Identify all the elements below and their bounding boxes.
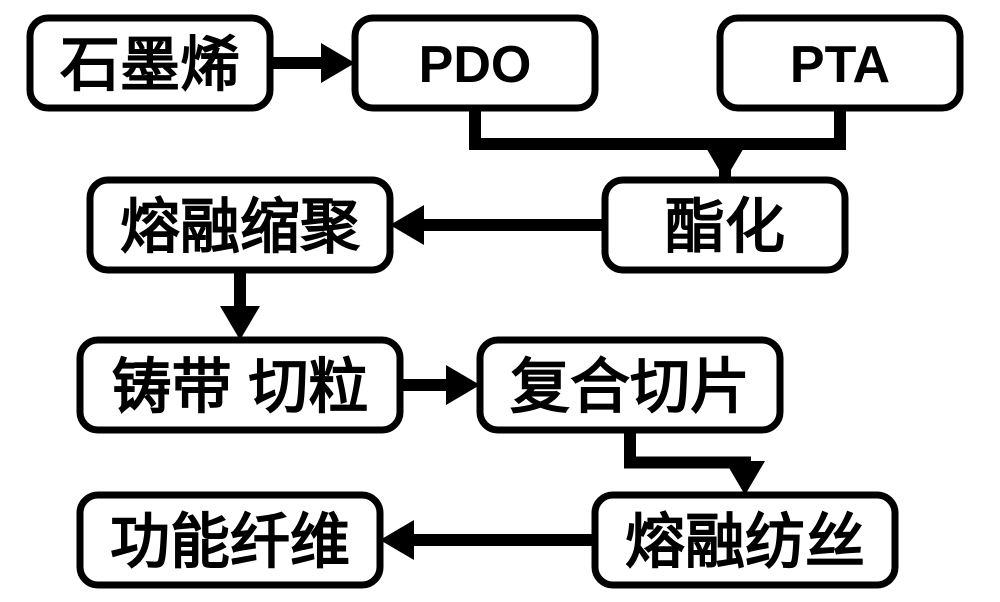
node-label: PTA	[790, 36, 890, 94]
node-ester: 酯化	[605, 180, 845, 270]
arrow-head	[446, 365, 480, 405]
node-label: 酯化	[665, 194, 785, 261]
node-label: 铸带 切粒	[112, 354, 369, 421]
node-label: 复合切片	[510, 354, 750, 421]
node-composite: 复合切片	[480, 340, 780, 430]
arrow-head	[725, 461, 765, 495]
node-graphene: 石墨烯	[30, 18, 270, 108]
arrow-head	[390, 205, 424, 245]
node-polycond: 熔融缩聚	[90, 180, 390, 270]
arrow-head	[380, 520, 414, 560]
node-fiber: 功能纤维	[80, 495, 380, 585]
node-casting: 铸带 切粒	[80, 340, 400, 430]
flow-arrow	[725, 108, 840, 180]
node-pta: PTA	[720, 18, 960, 108]
node-pdo: PDO	[355, 18, 595, 108]
arrow-head	[220, 306, 260, 340]
node-label: 熔融纺丝	[625, 509, 865, 576]
node-label: 石墨烯	[60, 32, 240, 99]
flow-arrow	[630, 430, 745, 463]
arrow-head	[321, 43, 355, 83]
node-label: 熔融缩聚	[120, 194, 361, 261]
node-meltspin: 熔融纺丝	[595, 495, 895, 585]
node-label: 功能纤维	[110, 509, 350, 576]
node-label: PDO	[419, 36, 532, 94]
flow-arrow	[475, 108, 725, 148]
